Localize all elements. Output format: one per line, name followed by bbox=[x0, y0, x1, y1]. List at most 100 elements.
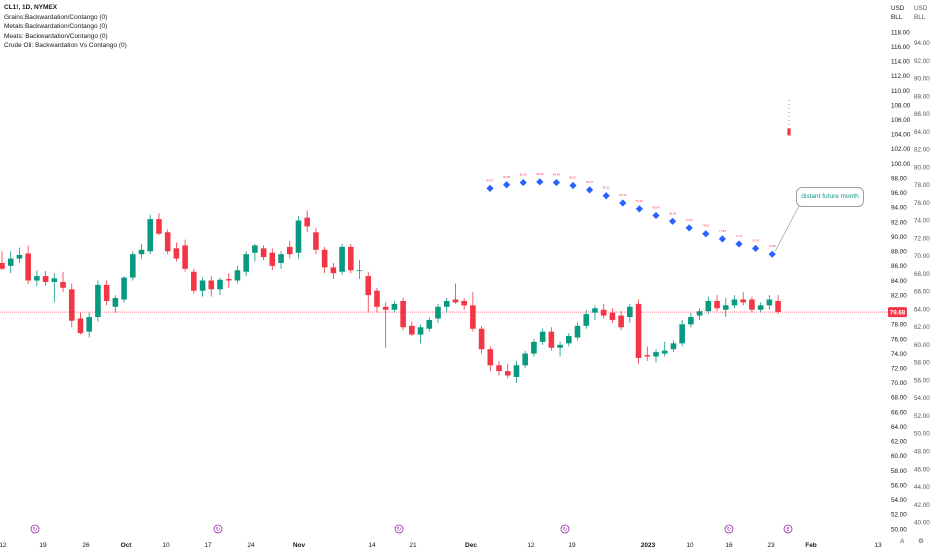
candle-body bbox=[147, 219, 154, 252]
candle bbox=[496, 360, 502, 376]
rollover-event-icon[interactable]: ↻ bbox=[30, 524, 40, 534]
event-marker-glyph: ↻ bbox=[216, 527, 221, 533]
x-axis-tick: 16 bbox=[725, 542, 733, 549]
candle bbox=[182, 239, 188, 272]
y-axis-tick: 102.00 bbox=[891, 146, 911, 153]
candle-body bbox=[435, 306, 441, 319]
candle bbox=[286, 241, 293, 259]
candle-body bbox=[321, 249, 328, 268]
event-marker-ring bbox=[394, 524, 404, 534]
candle bbox=[409, 321, 415, 337]
candle bbox=[731, 295, 738, 309]
candle-body bbox=[382, 306, 389, 310]
candle bbox=[42, 270, 49, 286]
forward-curve-marker bbox=[519, 178, 527, 187]
candle bbox=[653, 349, 659, 363]
x-axis-tick: Oct bbox=[121, 542, 133, 549]
candle bbox=[775, 295, 781, 315]
auto-scale-button[interactable]: A bbox=[900, 538, 905, 545]
candle-body bbox=[757, 305, 764, 310]
candle bbox=[16, 247, 23, 263]
forward-curve-label: 83.97 bbox=[586, 180, 593, 184]
candle bbox=[313, 227, 319, 255]
x-axis-tick: Dec bbox=[465, 542, 477, 549]
candle-body bbox=[531, 341, 537, 354]
candle-body bbox=[417, 327, 424, 335]
y-axis2-tick: 70.00 bbox=[914, 253, 930, 260]
x-axis-tick: 10 bbox=[686, 542, 694, 549]
x-axis[interactable]: 12 19 26 Oct 10 17 24 Nov 14 21 Dec 12 19 2023 10 16 23 F… bbox=[0, 542, 882, 549]
forward-curve-marker bbox=[752, 244, 760, 252]
y-axis-tick: 54.00 bbox=[891, 497, 907, 504]
earnings-event-icon[interactable]: E bbox=[783, 524, 793, 534]
x-axis-tick: 19 bbox=[568, 542, 576, 549]
candle bbox=[103, 280, 110, 306]
y-axis-tick: 110.00 bbox=[891, 88, 910, 95]
candle bbox=[164, 229, 171, 255]
candle-body bbox=[522, 353, 528, 366]
rollover-event-icon[interactable]: ↻ bbox=[724, 524, 734, 534]
candle-body bbox=[504, 371, 511, 376]
candle bbox=[757, 302, 764, 313]
rollover-event-icon[interactable]: ↻ bbox=[213, 524, 223, 534]
candle-body bbox=[557, 344, 563, 348]
candle-body bbox=[705, 300, 712, 312]
y-axis2-tick: 74.00 bbox=[914, 218, 930, 225]
rollover-event-icon[interactable]: ↻ bbox=[394, 524, 404, 534]
forward-curve-marker bbox=[768, 250, 776, 258]
candle-body bbox=[217, 279, 223, 290]
candle-body bbox=[644, 355, 651, 357]
candle bbox=[147, 214, 154, 255]
candle-body bbox=[749, 299, 755, 310]
candle-body bbox=[374, 290, 380, 307]
candle bbox=[644, 346, 651, 361]
forward-curve-marker bbox=[602, 192, 610, 200]
y-axis2-tick: 64.00 bbox=[914, 306, 930, 313]
y-axis2-tick: 76.00 bbox=[914, 200, 930, 207]
symbol-title[interactable]: CL1!, 1D, NYMEX bbox=[4, 4, 58, 11]
candle bbox=[400, 298, 406, 331]
y-axis-tick: 90.00 bbox=[891, 234, 907, 241]
candle bbox=[504, 363, 511, 379]
forward-curve-label: 82.40 bbox=[619, 193, 626, 197]
y-axis-left[interactable]: USD BLL 118.00 116.00 114.00 112.00 110.00 108.… bbox=[891, 5, 911, 533]
candle-body bbox=[496, 365, 502, 372]
x-axis-tick: 19 bbox=[39, 542, 47, 549]
candle bbox=[34, 270, 40, 287]
y-axis-right[interactable]: USD BLL 94.00 92.00 90.00 88.00 86.00 84.00 82.0… bbox=[914, 5, 930, 527]
candle-body bbox=[77, 318, 84, 334]
candle-body bbox=[470, 305, 476, 329]
candle-body bbox=[278, 254, 284, 263]
candle-body bbox=[34, 276, 40, 281]
forward-curve-marker bbox=[586, 186, 594, 194]
settings-icon[interactable]: ⚙ bbox=[918, 538, 924, 545]
y-axis-tick: 96.00 bbox=[891, 190, 907, 197]
candle bbox=[217, 277, 223, 296]
candle-body bbox=[356, 270, 363, 272]
y-axis-tick: 68.00 bbox=[891, 395, 907, 402]
candle bbox=[260, 245, 267, 261]
candle bbox=[696, 308, 703, 320]
y-axis2-tick: 94.00 bbox=[914, 40, 930, 47]
legend-line-metals[interactable]: Metals:Backwardation/Contango (0) bbox=[4, 23, 108, 30]
y-axis-tick: 74.00 bbox=[891, 351, 907, 358]
legend-line-crude[interactable]: Crude Oil: Backwardation Vs Contango (0) bbox=[4, 42, 127, 49]
candle bbox=[749, 296, 755, 313]
rollover-event-icon[interactable]: ↻ bbox=[560, 524, 570, 534]
y-axis-tick: 106.00 bbox=[891, 117, 911, 124]
candle bbox=[225, 273, 232, 288]
legend-line-grains[interactable]: Grains:Backwardation/Contango (0) bbox=[4, 13, 108, 21]
legend-line-meats[interactable]: Meats: Backwardation/Contango (0) bbox=[4, 32, 108, 40]
event-marker-glyph: E bbox=[786, 527, 790, 533]
candle bbox=[391, 300, 398, 313]
forward-curve-label: 84.95 bbox=[503, 175, 510, 179]
candle bbox=[0, 251, 5, 271]
candle bbox=[618, 311, 624, 331]
candle bbox=[25, 245, 31, 285]
annotation-callout[interactable]: distant future month bbox=[796, 187, 864, 207]
candle-body bbox=[487, 349, 494, 366]
candle bbox=[722, 298, 729, 318]
candle-body bbox=[426, 319, 433, 329]
event-marker-glyph: ↻ bbox=[33, 527, 38, 533]
